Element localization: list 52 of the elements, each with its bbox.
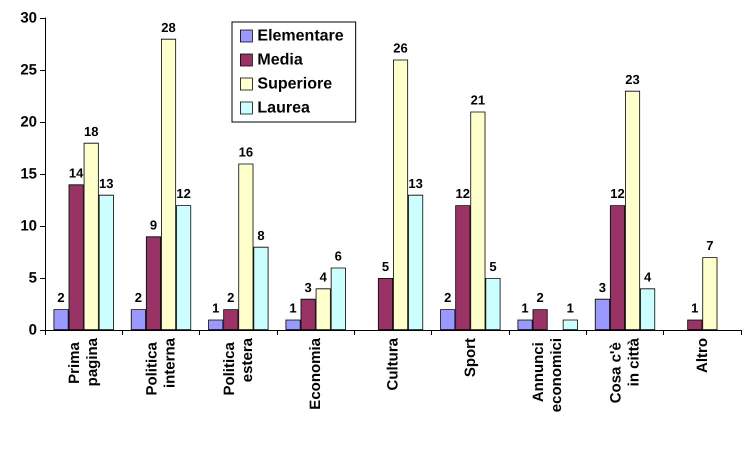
x-tick-label: Altro	[694, 338, 711, 373]
data-label: 1	[691, 300, 698, 316]
data-label: 1	[289, 300, 297, 316]
data-label: 1	[212, 300, 220, 316]
data-label: 16	[238, 144, 254, 160]
y-tick-label: 10	[20, 218, 37, 234]
y-tick-label: 30	[20, 10, 37, 26]
data-label: 2	[444, 290, 452, 306]
data-label: 2	[536, 290, 544, 306]
data-label: 6	[334, 248, 342, 264]
x-tick-label: Cosa c'è in città	[608, 337, 642, 404]
data-label: 8	[257, 228, 265, 243]
data-label: 1	[521, 300, 529, 316]
data-label: 5	[382, 259, 390, 274]
y-tick-label: 0	[28, 322, 37, 338]
legend-label: Superiore	[257, 76, 332, 92]
data-label: 14	[68, 165, 84, 180]
data-label: 1	[566, 300, 574, 316]
x-tick-label: Politica estera	[220, 337, 256, 396]
data-label: 5	[489, 259, 497, 274]
data-label: 26	[393, 40, 408, 56]
x-tick-label: Annunci economici	[530, 338, 566, 412]
legend-label: Elementare	[257, 28, 344, 44]
data-label: 12	[610, 186, 625, 202]
data-label: 13	[408, 176, 423, 191]
data-label: 21	[470, 92, 486, 108]
y-tick-label: 5	[28, 270, 37, 286]
data-label: 3	[304, 280, 312, 295]
data-label: 2	[227, 290, 234, 306]
data-label: 28	[161, 20, 176, 35]
data-label: 2	[57, 290, 65, 306]
data-label: 4	[320, 269, 328, 284]
legend-label: Media	[257, 52, 303, 68]
y-tick-label: 20	[20, 114, 37, 130]
data-label: 7	[706, 238, 714, 254]
data-label: 9	[150, 217, 158, 232]
data-label: 12	[176, 186, 191, 202]
data-label: 23	[625, 72, 640, 87]
legend-label: Laurea	[257, 100, 310, 116]
data-label: 13	[99, 176, 114, 191]
data-label: 4	[644, 269, 652, 284]
data-label: 3	[598, 280, 606, 295]
x-tick-label: Cultura	[384, 337, 402, 390]
x-tick-label: Prima pagina	[66, 337, 102, 386]
y-tick-label: 15	[20, 166, 37, 182]
data-label: 2	[134, 290, 142, 306]
x-tick-label: Sport	[462, 338, 479, 378]
x-tick-label: Economia	[307, 337, 324, 410]
data-label: 12	[456, 186, 470, 202]
y-tick-label: 25	[20, 62, 37, 78]
x-tick-label: Politica interna	[144, 337, 178, 396]
data-label: 18	[84, 124, 98, 139]
